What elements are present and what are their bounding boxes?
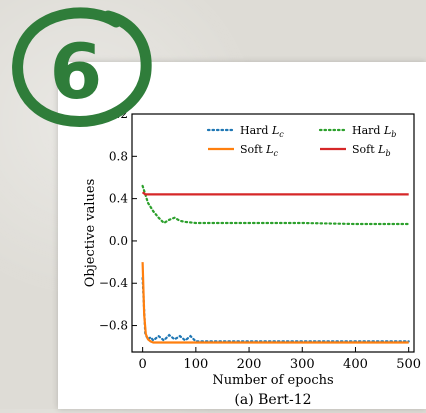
series-line-hard-lc bbox=[141, 276, 410, 343]
chart-caption: (a) Bert-12 bbox=[234, 392, 311, 408]
badge-number: 6 bbox=[50, 27, 103, 116]
x-tick-label: 100 bbox=[183, 357, 208, 372]
x-tick-label: 200 bbox=[237, 357, 262, 372]
x-tick-label: 500 bbox=[396, 357, 421, 372]
legend-entry-label: Hard Lc bbox=[240, 124, 284, 139]
step-number-badge: 6 bbox=[12, 7, 152, 127]
badge-circle-stroke bbox=[12, 7, 152, 127]
legend-entry-label: Hard Lb bbox=[352, 124, 396, 139]
x-tick-label: 400 bbox=[343, 357, 368, 372]
series-line-soft-lc bbox=[141, 262, 409, 344]
legend: Hard Lc Soft Lc Hard Lb Soft Lb bbox=[206, 124, 396, 158]
x-tick-label: 300 bbox=[290, 357, 315, 372]
y-axis-label: Objective values bbox=[83, 179, 98, 288]
x-axis-label: Number of epochs bbox=[212, 373, 333, 388]
paper-sheet: 0 100 200 300 400 500 1.2 0.8 0.4 0.0 −0.4 −0.8 Har… bbox=[58, 62, 426, 409]
y-tick-label: −0.8 bbox=[99, 319, 128, 333]
plot-frame bbox=[131, 113, 415, 353]
y-tick-label: 0.0 bbox=[109, 234, 128, 248]
legend-entry-label: Soft Lb bbox=[352, 143, 391, 158]
series-layer bbox=[141, 184, 410, 344]
legend-entry-label: Soft Lc bbox=[240, 143, 278, 158]
y-tick-label: −0.4 bbox=[99, 276, 129, 290]
y-tick-label: 0.8 bbox=[109, 149, 128, 163]
series-line-soft-lb bbox=[141, 191, 409, 196]
y-tick-label: 0.4 bbox=[109, 192, 128, 206]
series-line-hard-lb bbox=[141, 184, 410, 226]
x-tick-label: 0 bbox=[139, 357, 147, 372]
